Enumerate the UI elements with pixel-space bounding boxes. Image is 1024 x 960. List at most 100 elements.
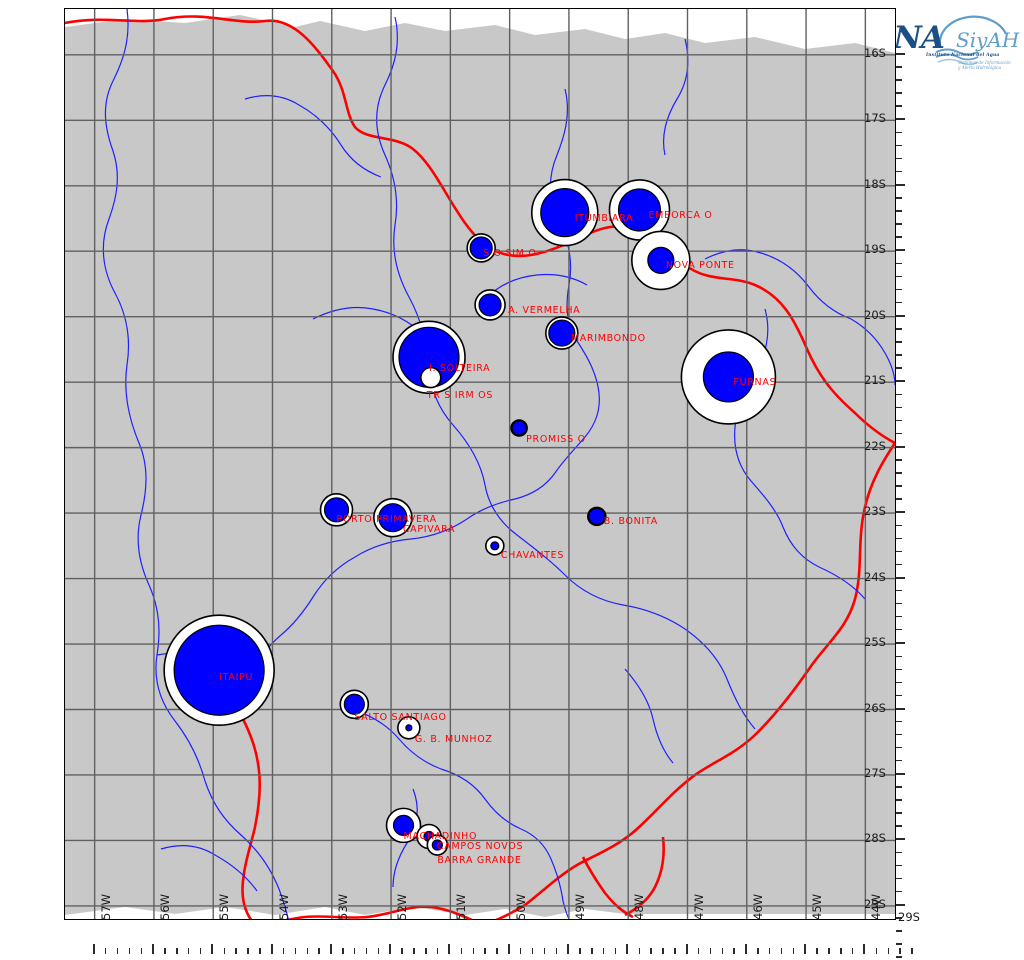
latitude-minor-tick xyxy=(896,275,902,278)
longitude-major-tick xyxy=(626,944,629,954)
longitude-minor-tick xyxy=(377,948,380,954)
reservoir-label: EMBORCA O xyxy=(648,209,713,221)
latitude-minor-tick xyxy=(896,328,902,330)
reservoir-actual-circle xyxy=(588,507,606,525)
reservoir-useful-circle xyxy=(419,366,442,389)
longitude-tick-label: 49W xyxy=(572,893,587,920)
reservoir-markers xyxy=(163,178,777,856)
latitude-minor-tick xyxy=(896,197,902,199)
latitude-tick-label: 17S xyxy=(864,111,886,126)
reservoir-actual-circle xyxy=(540,188,590,238)
longitude-minor-tick xyxy=(188,948,190,954)
latitude-tick-label: 20S xyxy=(864,307,886,322)
reservoir-actual-circle xyxy=(378,503,408,533)
reservoir-label: CAPIVARA xyxy=(402,523,456,535)
reservoir-actual-circle xyxy=(343,693,365,715)
latitude-minor-tick xyxy=(896,616,902,618)
latitude-minor-tick xyxy=(896,851,902,854)
latitude-minor-tick xyxy=(896,406,902,409)
latitude-major-tick xyxy=(896,118,905,121)
latitude-minor-tick xyxy=(896,563,902,565)
longitude-minor-tick xyxy=(911,948,913,954)
latitude-tick-label: 26S xyxy=(864,700,886,715)
latitude-minor-tick xyxy=(896,812,902,814)
longitude-minor-tick xyxy=(128,948,131,954)
latitude-minor-tick xyxy=(896,288,902,291)
latitude-major-tick xyxy=(896,314,905,317)
latitude-axis: 16S 17S 18S 19S 20S 21S 22S 23S 24S 25S 26S 27S 28S 2… xyxy=(864,8,1022,958)
latitude-minor-tick xyxy=(896,668,902,670)
longitude-major-tick xyxy=(863,944,866,954)
longitude-tick-label: 51W xyxy=(454,893,469,920)
logo-subtitle-line2: y Alerta Hidrológica xyxy=(958,65,1001,71)
reservoir-label: MARIMBONDO xyxy=(570,333,646,345)
longitude-minor-tick xyxy=(247,948,249,954)
latitude-tick-label: 27S xyxy=(864,765,886,780)
longitude-minor-tick xyxy=(460,948,463,954)
latitude-minor-tick xyxy=(896,825,902,827)
longitude-minor-tick xyxy=(354,948,356,954)
longitude-major-tick xyxy=(211,944,214,954)
latitude-minor-tick xyxy=(896,105,902,107)
longitude-minor-tick xyxy=(674,948,676,954)
longitude-minor-tick xyxy=(638,948,640,954)
latitude-minor-tick xyxy=(896,472,902,474)
latitude-minor-tick xyxy=(896,432,902,435)
longitude-minor-tick xyxy=(555,948,557,954)
latitude-tick-label: 25S xyxy=(864,635,886,650)
latitude-minor-tick xyxy=(896,419,902,422)
longitude-minor-tick xyxy=(721,948,723,954)
longitude-tick-label: 55W xyxy=(217,893,232,920)
latitude-major-tick xyxy=(896,903,905,906)
map-plot-area[interactable]: ITUMBIARA EMBORCA O NOVA PONTE S O SIM O A. … xyxy=(64,8,896,920)
longitude-major-tick xyxy=(448,944,451,954)
longitude-minor-tick xyxy=(591,948,593,954)
latitude-minor-tick xyxy=(896,92,902,94)
longitude-minor-tick xyxy=(472,948,474,954)
longitude-minor-tick xyxy=(282,948,285,954)
longitude-major-tick xyxy=(389,944,392,954)
latitude-minor-tick xyxy=(896,157,902,160)
latitude-minor-tick xyxy=(896,459,902,461)
reservoir-actual-circle xyxy=(617,188,662,232)
longitude-minor-tick xyxy=(579,948,581,954)
longitude-minor-tick xyxy=(780,948,783,954)
reservoir-label: BARRA GRANDE xyxy=(437,855,522,867)
longitude-tick-label: 57W xyxy=(98,893,113,920)
longitude-minor-tick xyxy=(603,948,605,954)
longitude-minor-tick xyxy=(306,948,308,954)
longitude-minor-tick xyxy=(425,948,427,954)
reservoir-label: ITAIPU xyxy=(219,672,254,684)
longitude-minor-tick xyxy=(531,948,534,954)
longitude-major-tick xyxy=(685,944,688,954)
longitude-major-tick xyxy=(151,944,154,954)
longitude-minor-tick xyxy=(164,948,166,954)
longitude-axis: 57W 56W 55W 54W 53W 52W 51W 50W 49W 48W 47W 46W 45W 4… xyxy=(64,894,913,960)
longitude-minor-tick xyxy=(259,948,261,954)
reservoir-label: SALTO SANTIAGO xyxy=(354,712,447,724)
latitude-minor-tick xyxy=(896,367,902,369)
latitude-minor-tick xyxy=(896,524,902,526)
latitude-minor-tick xyxy=(896,537,902,539)
latitude-minor-tick xyxy=(896,760,902,762)
latitude-minor-tick xyxy=(896,694,902,696)
latitude-major-tick xyxy=(896,249,905,252)
longitude-major-tick xyxy=(92,944,95,954)
latitude-minor-tick xyxy=(896,262,902,265)
longitude-minor-tick xyxy=(769,948,771,954)
longitude-minor-tick xyxy=(792,948,795,954)
latitude-major-tick xyxy=(896,445,905,448)
logo-subtitle-institute: Instituto Nacional del Agua xyxy=(926,53,1000,58)
longitude-minor-tick xyxy=(614,948,617,954)
longitude-major-tick xyxy=(270,944,273,954)
reservoir-label: PROMISS O xyxy=(526,433,586,445)
latitude-minor-tick xyxy=(896,550,902,552)
latitude-tick-label: 16S xyxy=(864,45,886,60)
longitude-tick-label: 56W xyxy=(157,893,172,920)
longitude-minor-tick xyxy=(365,948,368,954)
latitude-minor-tick xyxy=(896,170,902,173)
longitude-tick-label: 45W xyxy=(810,893,825,920)
reservoir-label: CHAVANTES xyxy=(500,549,565,561)
latitude-minor-tick xyxy=(896,629,902,631)
longitude-minor-tick xyxy=(709,948,712,954)
